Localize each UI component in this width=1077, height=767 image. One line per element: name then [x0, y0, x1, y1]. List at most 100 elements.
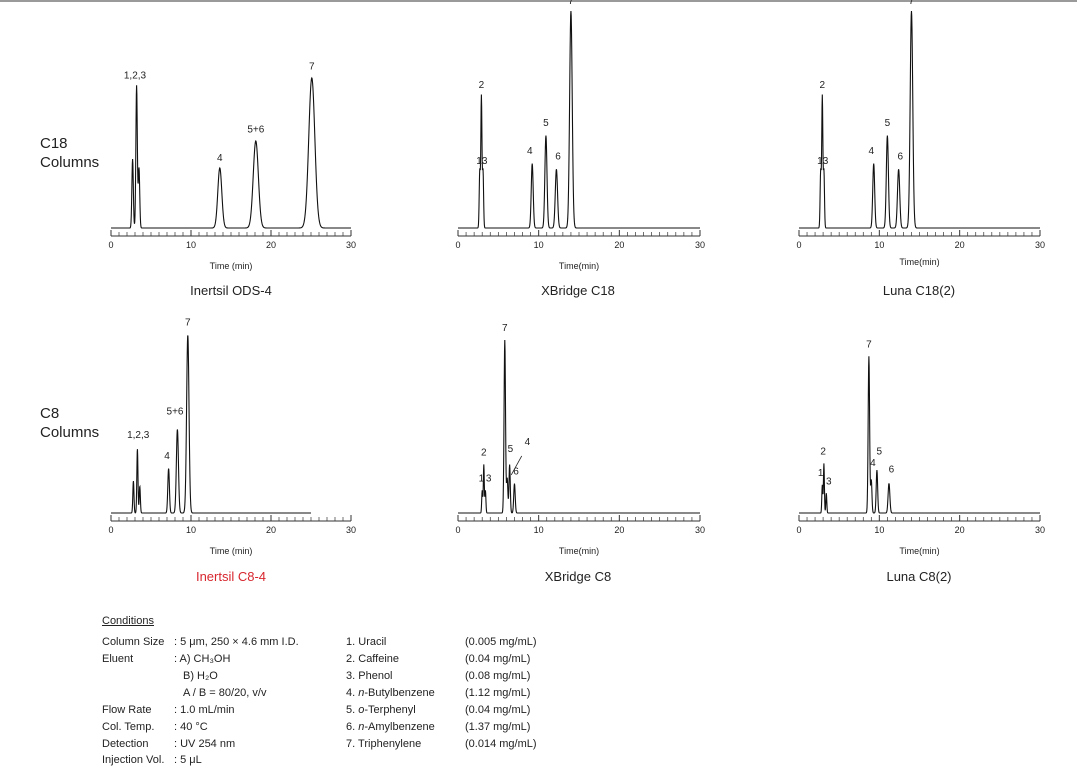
peak-label: 3 — [482, 156, 488, 167]
chromatogram-panel: 0 10 20 30 Time(min) 1 3 2 4 5 6 7 — [455, 0, 705, 271]
x-tick-label: 30 — [695, 525, 705, 535]
peak-label: 5 — [543, 118, 549, 129]
row-label-c18-line1: C18 — [40, 135, 68, 152]
x-tick-label: 30 — [346, 525, 356, 535]
compound-name: -Butylbenzene — [364, 687, 435, 699]
peak-label: 7 — [502, 323, 508, 334]
chromatogram-trace — [458, 10, 700, 229]
x-tick-label: 30 — [1035, 525, 1045, 535]
compound-concentration: (1.37 mg/mL) — [465, 721, 531, 733]
x-tick-label: 10 — [186, 240, 196, 250]
compound-item: 7. Triphenylene — [346, 738, 421, 750]
cond-column-size-value: : 5 μm, 250 × 4.6 mm I.D. — [174, 636, 299, 648]
chromatogram-panel: 0 10 20 30 Time(min) 1 3 2 7 54 6 — [455, 323, 705, 556]
compound-concentration: (0.014 mg/mL) — [465, 738, 537, 750]
peak-label: 4 — [869, 146, 875, 157]
x-tick-label: 0 — [108, 525, 113, 535]
chromatogram-trace — [799, 356, 1040, 514]
chromatogram-trace — [799, 10, 1040, 229]
cond-eluent-label: Eluent — [102, 653, 134, 665]
peak-label: 3 — [486, 473, 492, 484]
chromatogram-panel: 0 10 20 30 Time(min) 13 2 7 456 — [796, 339, 1045, 556]
cond-col-temp-label: Col. Temp. — [102, 721, 155, 733]
x-tick-label: 0 — [796, 240, 801, 250]
x-tick-label: 20 — [266, 240, 276, 250]
compound-item: 6. n-Amylbenzene — [346, 721, 435, 733]
compound-concentration: (0.005 mg/mL) — [465, 636, 537, 648]
cond-flow-rate-label: Flow Rate — [102, 704, 152, 716]
x-axis-title: Time(min) — [899, 257, 939, 267]
compound-name: Uracil — [358, 636, 387, 648]
peak-label: 4 — [527, 146, 533, 157]
row-label-c18-line2: Columns — [40, 154, 100, 171]
panel-title-inertsil-ods-4: Inertsil ODS-4 — [190, 283, 272, 298]
peak-label: 3 — [823, 156, 829, 167]
compound-item: 1. Uracil — [346, 636, 386, 648]
peak-label: 6 — [513, 466, 519, 477]
x-tick-label: 0 — [455, 525, 460, 535]
compound-number: 6. — [346, 721, 356, 733]
peak-label: 5+6 — [247, 125, 264, 136]
chromatogram-trace — [458, 339, 700, 514]
compound-prefix: n — [358, 721, 365, 733]
compound-concentration: (0.08 mg/mL) — [465, 670, 531, 682]
compound-name: Caffeine — [358, 653, 400, 665]
peak-label: 4 — [525, 437, 531, 448]
peak-label: 5+6 — [167, 407, 184, 418]
x-axis-title: Time(min) — [899, 546, 939, 556]
x-tick-label: 20 — [266, 525, 276, 535]
peak-label: 5 — [877, 447, 883, 458]
row-label-c18: C18 Columns — [40, 134, 99, 172]
compound-prefix: o — [358, 704, 365, 716]
compound-prefix: n — [358, 687, 365, 699]
peak-label: 2 — [479, 80, 485, 91]
peak-label: 4 — [164, 451, 170, 462]
top-divider — [0, 0, 1077, 2]
peak-label: 3 — [826, 476, 832, 487]
x-tick-label: 10 — [874, 240, 884, 250]
cond-flow-rate-value: : 1.0 mL/min — [174, 704, 235, 716]
compound-item: 5. o-Terphenyl — [346, 704, 416, 716]
x-tick-label: 10 — [186, 525, 196, 535]
x-axis-title: Time (min) — [210, 261, 253, 271]
peak-label: 5 — [508, 444, 514, 455]
peak-label: 1 — [476, 156, 482, 167]
cond-injection-value: : 5 μL — [174, 754, 202, 766]
x-tick-label: 0 — [796, 525, 801, 535]
cond-col-temp-value: : 40 °C — [174, 721, 208, 733]
panel-title-luna-c8: Luna C8(2) — [886, 569, 952, 584]
compound-number: 2. — [346, 653, 356, 665]
compound-number: 5. — [346, 704, 356, 716]
peak-label: 1,2,3 — [127, 430, 150, 441]
panel-title-luna-c18: Luna C18(2) — [882, 283, 956, 298]
peak-label: 5 — [885, 118, 891, 129]
compound-item: 4. n-Butylbenzene — [346, 687, 435, 699]
compound-number: 7. — [346, 738, 356, 750]
x-tick-label: 10 — [534, 240, 544, 250]
compound-name: Triphenylene — [358, 738, 422, 750]
x-axis-title: Time (min) — [210, 546, 253, 556]
x-tick-label: 30 — [1035, 240, 1045, 250]
x-tick-label: 0 — [108, 240, 113, 250]
compound-concentration: (0.04 mg/mL) — [465, 653, 531, 665]
cond-detection-label: Detection — [102, 738, 149, 750]
chromatogram-panel: 0 10 20 30 Time (min) 1,2,3 4 5+6 7 — [108, 318, 356, 556]
peak-label: 4 — [217, 153, 223, 164]
x-tick-label: 10 — [874, 525, 884, 535]
panel-title-xbridge-c8: XBridge C8 — [544, 569, 612, 584]
peak-leader-line — [510, 455, 523, 476]
x-tick-label: 20 — [955, 240, 965, 250]
row-label-c8: C8 Columns — [40, 404, 99, 442]
x-axis-title: Time(min) — [559, 546, 599, 556]
peak-label: 1 — [818, 468, 824, 479]
cond-eluent-line3: A / B = 80/20, v/v — [183, 687, 267, 699]
peak-label: 7 — [185, 318, 191, 329]
cond-injection-label: Injection Vol. — [102, 754, 165, 766]
compound-item: 2. Caffeine — [346, 653, 399, 665]
chromatogram-panel: 0 10 20 30 Time(min) 1 3 2 4 5 6 7 — [796, 0, 1045, 267]
compound-concentration: (1.12 mg/mL) — [465, 687, 531, 699]
compound-name: -Amylbenzene — [364, 721, 435, 733]
peak-label: 1,2,3 — [124, 71, 147, 82]
row-label-c8-line2: Columns — [40, 424, 100, 441]
peak-label: 4 — [870, 458, 876, 469]
